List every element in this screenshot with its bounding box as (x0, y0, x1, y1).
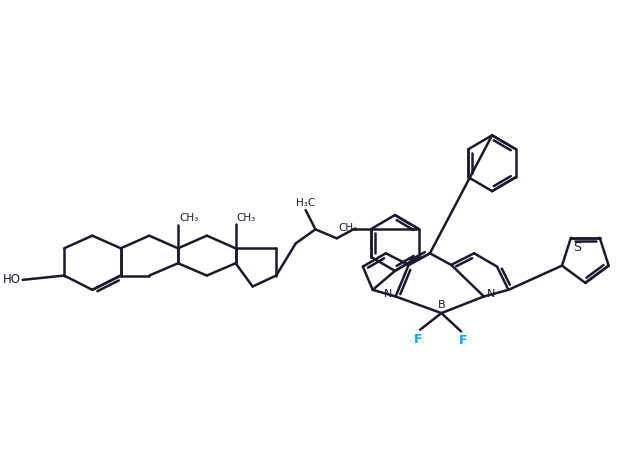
Text: CH₃: CH₃ (179, 213, 198, 223)
Text: H₃C: H₃C (296, 198, 316, 208)
Text: S: S (573, 241, 581, 254)
Text: N: N (384, 290, 393, 299)
Text: F: F (414, 333, 422, 346)
Text: CH₃: CH₃ (237, 213, 256, 223)
Text: B: B (438, 300, 445, 310)
Text: F: F (459, 334, 467, 347)
Text: CH₃: CH₃ (339, 223, 358, 233)
Text: HO: HO (3, 274, 20, 286)
Text: N: N (487, 290, 495, 299)
